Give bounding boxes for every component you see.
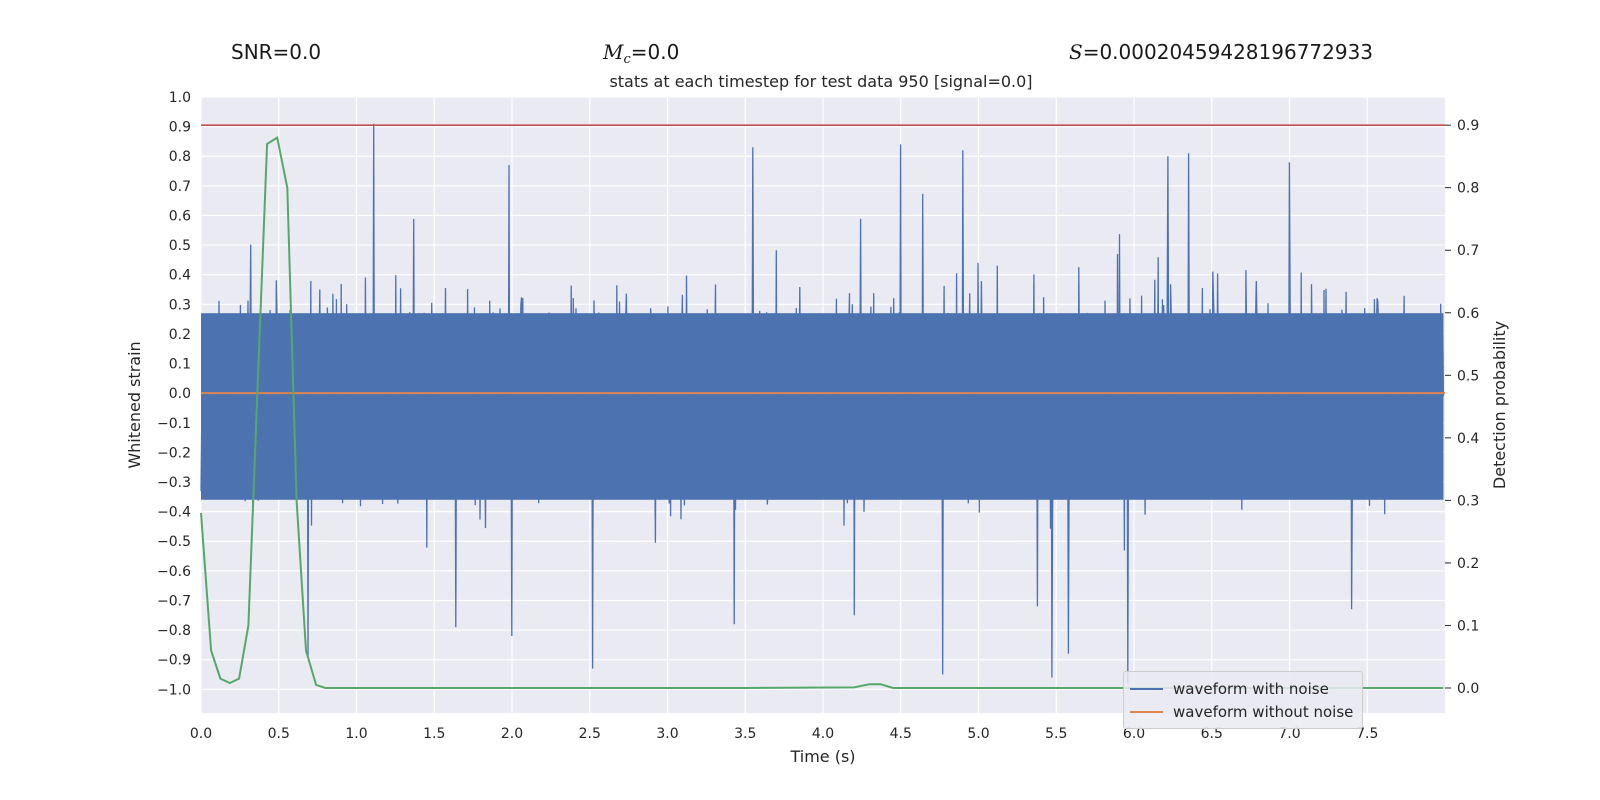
x-tick-label: 5.0: [967, 726, 989, 742]
right-y-tick-label: 0.9: [1457, 118, 1479, 134]
mc-value: =0.0: [630, 40, 680, 64]
x-tick-label: 4.0: [812, 726, 834, 742]
legend-swatch-clean: [1130, 711, 1163, 713]
legend-entry-clean: waveform without noise: [1130, 702, 1353, 722]
legend-label-noisy: waveform with noise: [1173, 680, 1329, 698]
y-tick-label: −0.7: [157, 593, 191, 609]
y-tick-label: −0.5: [157, 534, 191, 550]
y-tick-label: −0.2: [157, 445, 191, 461]
snr-stat: SNR=0.0: [231, 40, 322, 64]
x-tick-label: 0.0: [190, 726, 212, 742]
chirp-mass-stat: Mc=0.0: [603, 40, 679, 67]
x-tick-label: 3.0: [656, 726, 678, 742]
x-tick-label: 1.0: [345, 726, 367, 742]
y-tick-label: −0.4: [157, 505, 191, 521]
x-axis-label: Time (s): [789, 747, 855, 766]
y-tick-label: 0.7: [169, 179, 191, 195]
x-tick-label: 7.0: [1278, 726, 1300, 742]
x-tick-label: 2.5: [579, 726, 601, 742]
noisy-waveform-series: [200, 123, 1445, 684]
y-tick-label: 0.0: [169, 386, 191, 402]
s-symbol: S: [1069, 40, 1083, 64]
noisy-waveform-path: [200, 123, 1445, 684]
x-axis-ticks: 0.0 0.5 1.0 1.5 2.0 2.5 3.0 3.5 4.0 4.5 5.0 5.5 6.0 6…: [190, 726, 1379, 742]
right-y-tick-label: 0.7: [1457, 243, 1479, 259]
x-tick-label: 3.5: [734, 726, 756, 742]
y-axis-label: Whitened strain: [125, 341, 144, 468]
right-y-axis-label: Detection probability: [1490, 321, 1509, 489]
y-tick-label: 0.5: [169, 238, 191, 254]
x-tick-label: 1.5: [423, 726, 445, 742]
mc-subscript: c: [623, 52, 631, 67]
y-axis-ticks: 1.0 0.9 0.8 0.7 0.6 0.5 0.4 0.3 0.2 0.1 0.0 −0.1 −0.…: [157, 90, 191, 698]
s-stat: S=0.00020459428196772933: [1069, 40, 1373, 64]
y-tick-label: 1.0: [169, 90, 191, 106]
legend: waveform with noise waveform without noi…: [1123, 671, 1363, 729]
y-tick-label: −0.6: [157, 564, 191, 580]
y-tick-label: −0.3: [157, 475, 191, 491]
y-tick-label: 0.3: [169, 297, 191, 313]
right-y-tick-label: 0.1: [1457, 618, 1479, 634]
y-tick-label: 0.6: [169, 208, 191, 224]
y-tick-label: −0.9: [157, 653, 191, 669]
legend-label-clean: waveform without noise: [1173, 703, 1354, 721]
right-y-tick-label: 0.4: [1457, 431, 1479, 447]
detection-probability-line: [200, 135, 1444, 689]
legend-entry-noisy: waveform with noise: [1130, 679, 1329, 699]
x-tick-label: 6.5: [1201, 726, 1223, 742]
x-tick-label: 0.5: [268, 726, 290, 742]
x-tick-label: 4.5: [890, 726, 912, 742]
y-tick-label: 0.1: [169, 357, 191, 373]
mc-symbol: M: [603, 40, 624, 64]
x-tick-label: 6.0: [1123, 726, 1145, 742]
s-value: =0.00020459428196772933: [1082, 40, 1374, 64]
right-y-axis-ticks: 0.9 0.8 0.7 0.6 0.5 0.4 0.3 0.2 0.1 0.0: [1445, 118, 1479, 697]
y-tick-label: −0.8: [157, 623, 191, 639]
y-tick-label: 0.9: [169, 120, 191, 136]
x-tick-label: 7.5: [1356, 726, 1378, 742]
y-tick-label: −0.1: [157, 416, 191, 432]
y-tick-label: 0.2: [169, 327, 191, 343]
y-tick-label: 0.8: [169, 149, 191, 165]
y-tick-label: −1.0: [157, 682, 191, 698]
right-y-tick-label: 0.5: [1457, 368, 1479, 384]
right-y-tick-label: 0.0: [1457, 681, 1479, 697]
x-tick-label: 5.5: [1045, 726, 1067, 742]
x-tick-label: 2.0: [501, 726, 523, 742]
right-y-tick-label: 0.3: [1457, 493, 1479, 509]
right-y-tick-label: 0.8: [1457, 181, 1479, 197]
right-y-tick-label: 0.6: [1457, 306, 1479, 322]
y-tick-label: 0.4: [169, 268, 191, 284]
chart-title: stats at each timestep for test data 950…: [609, 72, 1033, 91]
right-y-tick-label: 0.2: [1457, 556, 1479, 572]
legend-swatch-noisy: [1130, 688, 1163, 690]
